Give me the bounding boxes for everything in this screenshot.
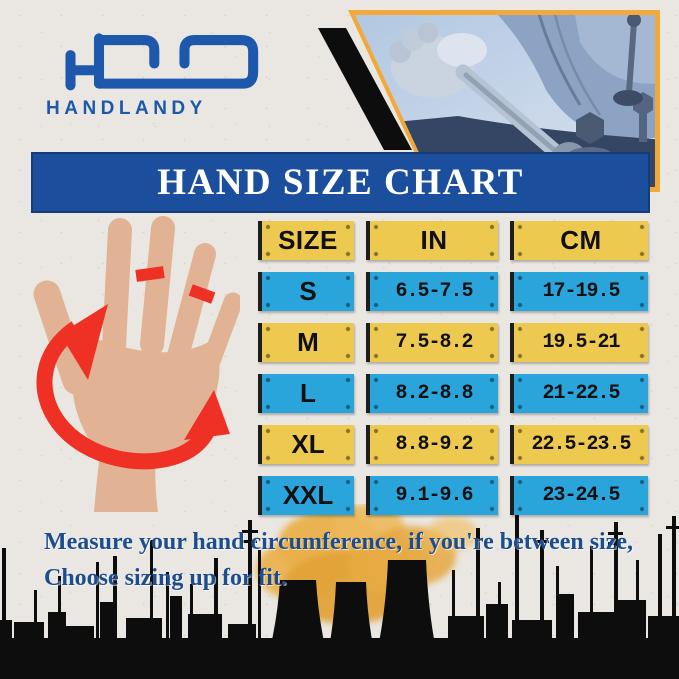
page-title: HAND SIZE CHART	[157, 162, 524, 203]
header-cell-cm: CM	[510, 221, 648, 260]
cell-in-xl: 8.8-9.2	[366, 425, 498, 464]
cell-in-l: 8.2-8.8	[366, 374, 498, 413]
cell-cm-l: 21-22.5	[510, 374, 648, 413]
cell-in-m: 7.5-8.2	[366, 323, 498, 362]
circumference-arrow-icon	[36, 266, 230, 470]
header-cell-in: IN	[366, 221, 498, 260]
cell-in-s: 6.5-7.5	[366, 272, 498, 311]
cell-cm-xl: 22.5-23.5	[510, 425, 648, 464]
header-cm-label: CM	[560, 225, 602, 255]
brand-name: HANDLANDY	[46, 98, 207, 119]
cell-cm-m: 19.5-21	[510, 323, 648, 362]
cell-size-l: L	[258, 374, 354, 413]
cell-size-m: M	[258, 323, 354, 362]
title-banner: HAND SIZE CHART	[31, 152, 650, 213]
hld-monogram-icon	[65, 33, 259, 91]
cell-size-xxl: XXL	[258, 476, 354, 515]
header-cell-size: SIZE	[258, 221, 354, 260]
header-size-label: SIZE	[278, 225, 338, 255]
cell-in-xxl: 9.1-9.6	[366, 476, 498, 515]
header-in-label: IN	[420, 225, 448, 255]
instruction-line-2: Choose sizing up for fit.	[44, 565, 287, 591]
sizing-instructions: Measure your hand circumference, if you'…	[44, 524, 654, 596]
cell-size-s: S	[258, 272, 354, 311]
cell-size-xl: XL	[258, 425, 354, 464]
cell-cm-s: 17-19.5	[510, 272, 648, 311]
cell-cm-xxl: 23-24.5	[510, 476, 648, 515]
instruction-line-1: Measure your hand circumference, if you'…	[44, 529, 634, 555]
brand-logo: HANDLANDY	[46, 30, 266, 120]
hand-circumference-illustration	[33, 216, 240, 512]
factory-skyline-illustration	[0, 504, 679, 679]
size-table: SIZE IN CM S 6.5-7.5 17-19.5 M 7.5-8.2 1…	[258, 221, 648, 515]
